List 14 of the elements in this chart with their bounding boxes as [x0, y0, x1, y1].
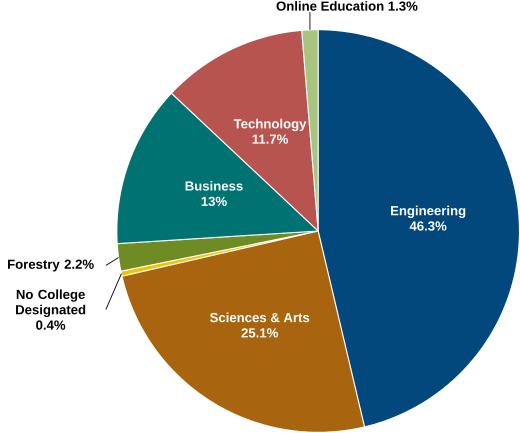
slice-label: Technology	[234, 118, 306, 132]
data-label: 0.4%	[36, 320, 66, 330]
slice-label: Online Education	[276, 1, 384, 11]
slice-label: Business	[186, 181, 243, 191]
data-label: 46.3%	[410, 221, 446, 231]
slice-label: Forestry	[8, 260, 60, 272]
slice-label: No College Designated	[16, 289, 86, 318]
data-label: 11.7%	[252, 134, 288, 144]
data-label: 1.3%	[388, 2, 418, 11]
slice-label: Sciences & Arts	[210, 312, 310, 322]
data-label: 13%	[202, 196, 227, 206]
data-label: 25.1%	[242, 328, 278, 338]
data-label: 2.2%	[64, 260, 94, 269]
slice-label: Engineering	[391, 206, 466, 218]
